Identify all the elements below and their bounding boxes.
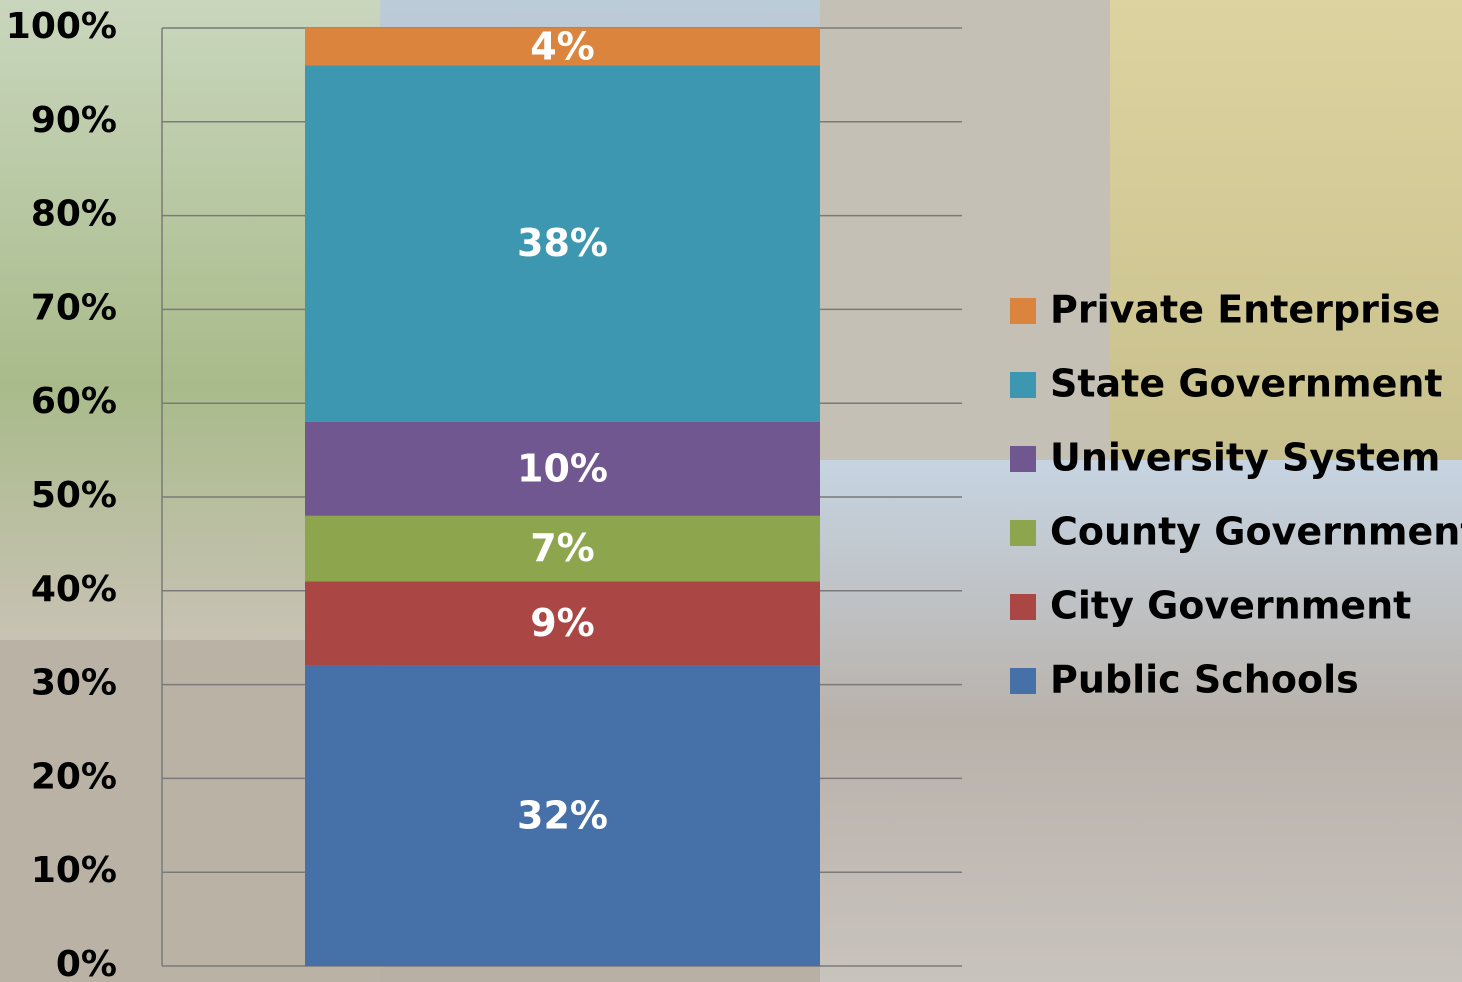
legend-label: State Government <box>1050 362 1443 406</box>
bar-segment <box>305 665 820 966</box>
bar-segment <box>305 65 820 422</box>
y-tick-label: 70% <box>31 287 117 328</box>
bar-segment <box>305 28 820 66</box>
legend-label: County Government <box>1050 510 1462 554</box>
legend-swatch <box>1010 594 1036 620</box>
legend-swatch <box>1010 520 1036 546</box>
bar-segment <box>305 421 820 516</box>
y-tick-label: 60% <box>31 381 117 422</box>
data-label: 32% <box>517 793 608 837</box>
y-tick-label: 30% <box>31 663 117 704</box>
y-tick-label: 50% <box>31 475 117 516</box>
bar-segment <box>305 515 820 582</box>
y-tick-label: 90% <box>31 100 117 141</box>
data-label: 10% <box>517 446 608 490</box>
y-tick-label: 20% <box>31 756 117 797</box>
legend-swatch <box>1010 446 1036 472</box>
y-tick-label: 80% <box>31 194 117 235</box>
legend-label: Private Enterprise <box>1050 288 1440 332</box>
y-tick-label: 40% <box>31 569 117 610</box>
data-label: 7% <box>530 526 595 570</box>
data-label: 4% <box>530 24 595 68</box>
y-tick-label: 100% <box>6 6 117 47</box>
data-label: 9% <box>530 601 595 645</box>
legend-swatch <box>1010 668 1036 694</box>
legend-label: City Government <box>1050 584 1411 628</box>
bar-segment <box>305 581 820 666</box>
legend-swatch <box>1010 372 1036 398</box>
y-tick-label: 10% <box>31 850 117 891</box>
legend-label: Public Schools <box>1050 658 1359 702</box>
legend-swatch <box>1010 298 1036 324</box>
y-tick-label: 0% <box>56 944 117 982</box>
data-label: 38% <box>517 221 608 265</box>
legend-label: University System <box>1050 436 1440 480</box>
